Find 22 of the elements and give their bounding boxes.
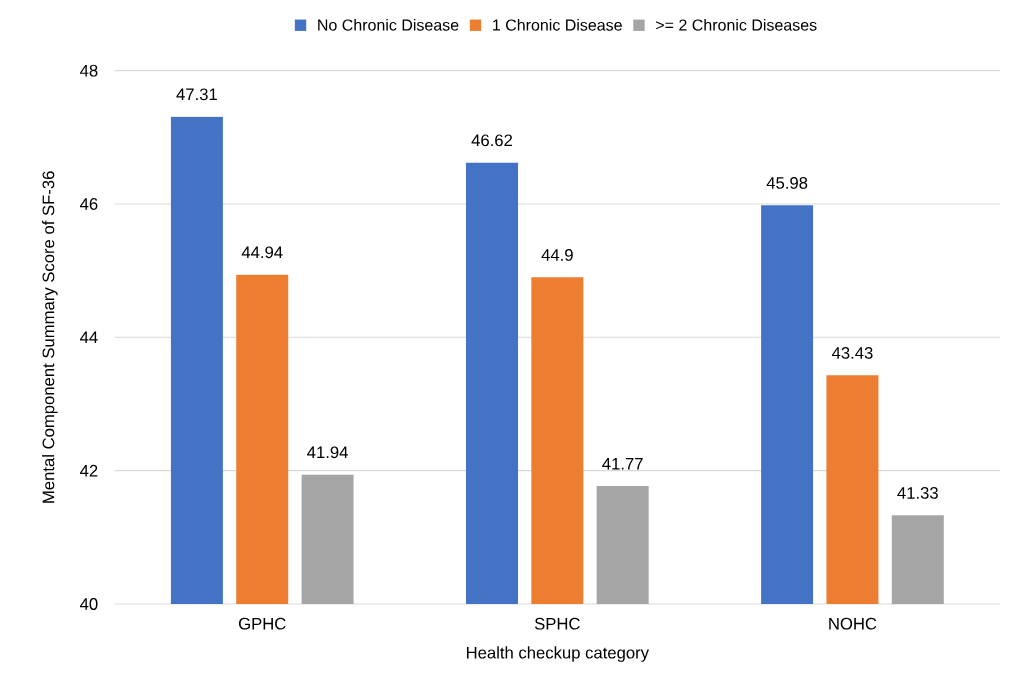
legend-label: No Chronic Disease (318, 18, 459, 31)
data-label: 41.77 (602, 458, 643, 470)
x-axis-title: Health checkup category (466, 646, 649, 662)
y-tick-label: 42 (80, 464, 98, 477)
y-tick-label: 48 (80, 64, 98, 77)
data-label: 44.94 (241, 246, 283, 259)
x-tick-label: GPHC (238, 617, 286, 630)
data-label: 44.9 (541, 249, 573, 261)
data-label: 46.62 (471, 134, 513, 147)
legend-label: >= 2 Chronic Diseases (656, 18, 817, 31)
x-tick-label: SPHC (534, 617, 580, 630)
data-label: 43.43 (831, 347, 873, 359)
x-tick-label: NOHC (829, 617, 877, 630)
y-tick-label: 46 (80, 198, 98, 210)
data-label: 41.33 (897, 487, 938, 499)
data-label: 47.31 (176, 88, 217, 101)
data-label: 45.98 (766, 177, 808, 189)
y-tick-label: 44 (80, 331, 98, 344)
legend-label: 1 Chronic Disease (493, 18, 622, 31)
y-tick-label: 40 (80, 598, 98, 610)
data-label: 41.94 (307, 446, 348, 459)
y-axis-title: Mental Component Summary Score of SF-36 (42, 171, 58, 503)
